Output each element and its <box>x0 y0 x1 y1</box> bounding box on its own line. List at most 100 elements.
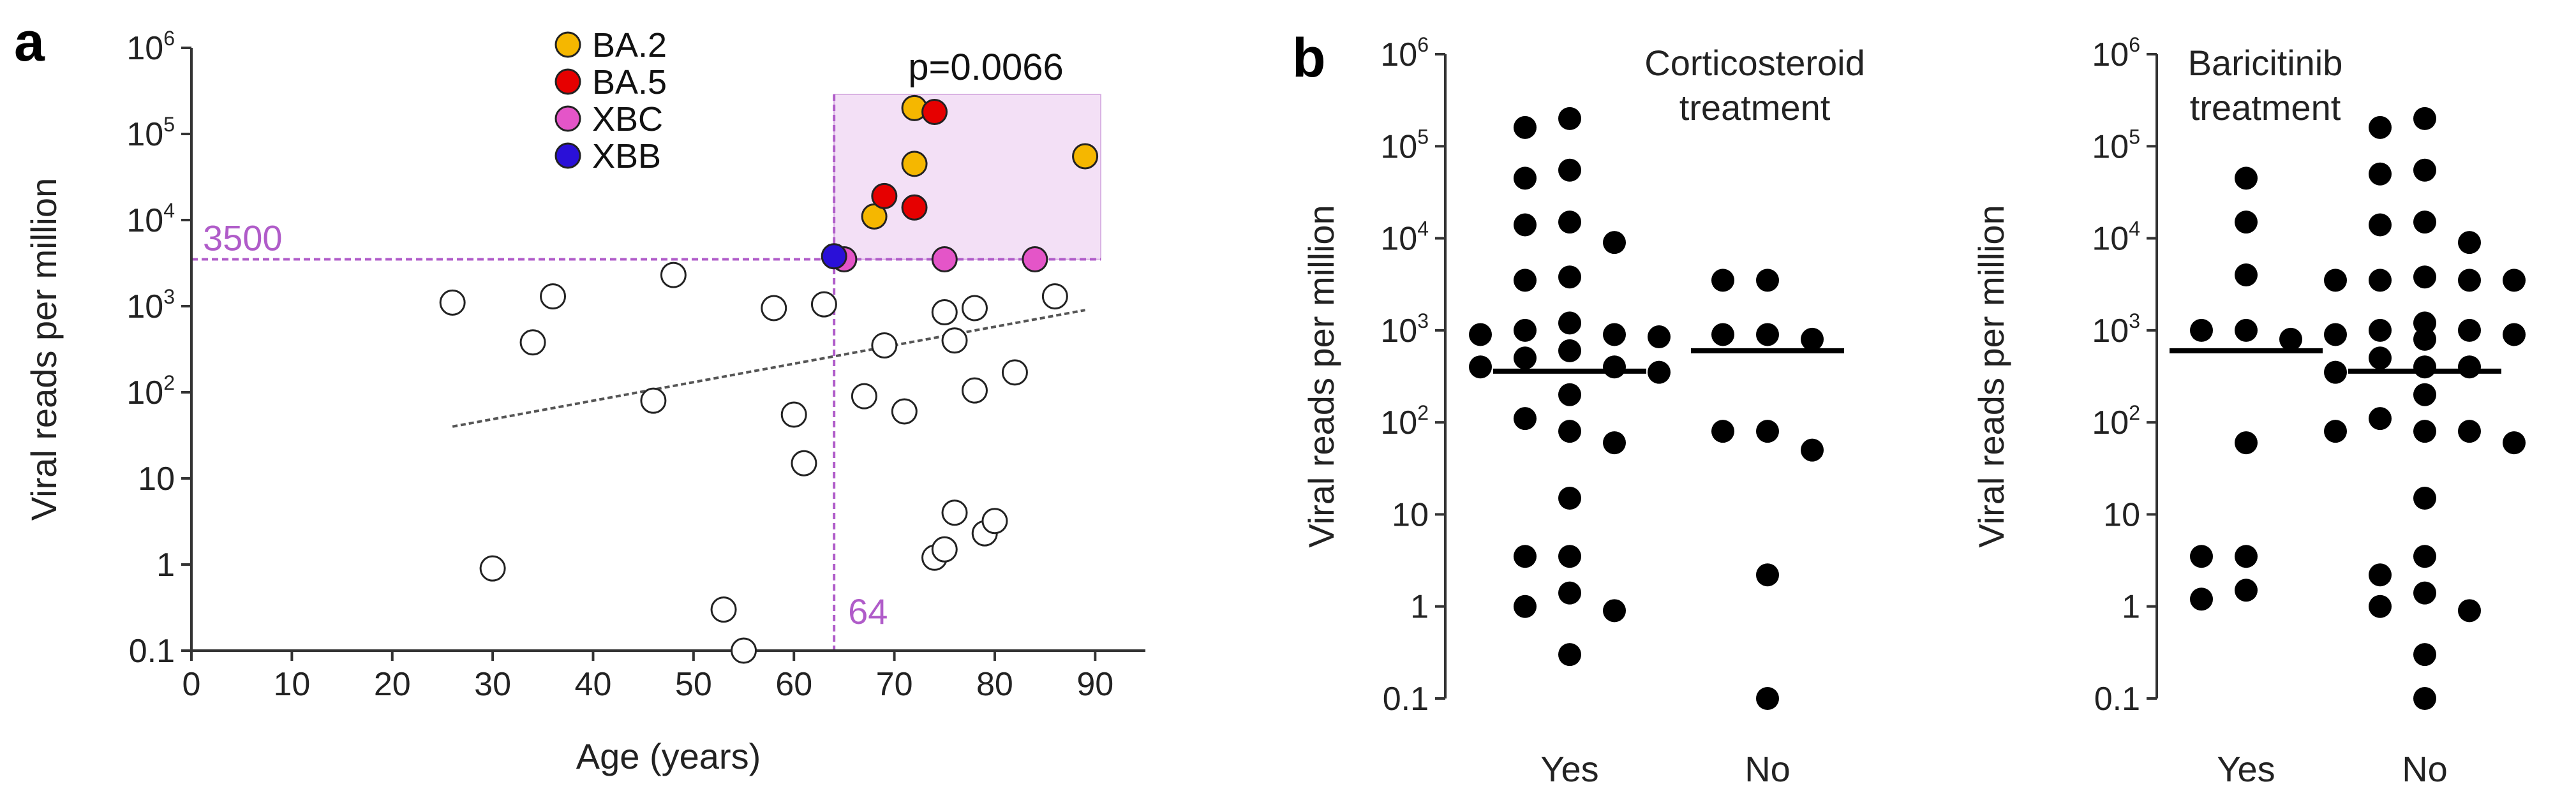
data-point <box>2503 269 2526 292</box>
data-point <box>2413 545 2436 568</box>
data-point <box>2413 383 2436 406</box>
tick-label: 105 <box>126 113 175 153</box>
data-point <box>2190 545 2213 568</box>
legend-label: XBC <box>592 100 663 138</box>
data-point <box>2324 360 2347 384</box>
axes: 0 10 20 30 40 50 60 70 80 90 0.1 1 10 102 103 104 105 106 <box>126 27 1145 703</box>
data-point <box>2458 318 2481 342</box>
data-point <box>1603 323 1626 346</box>
point-ba2 <box>1072 143 1099 170</box>
data-point <box>2413 581 2436 605</box>
chart-title-line-1: Baricitinib <box>2188 43 2343 83</box>
point-other <box>439 289 466 316</box>
point-ba5 <box>871 182 898 209</box>
data-point <box>1514 407 1537 431</box>
tick-label: 104 <box>126 199 175 239</box>
point-other <box>791 450 817 476</box>
point-other <box>519 329 546 356</box>
x-tick-label: 10 <box>273 666 310 703</box>
data-point <box>2413 311 2436 335</box>
data-point <box>2458 420 2481 443</box>
data-point <box>1558 265 1581 289</box>
tick-label: 106 <box>126 27 175 67</box>
data-point <box>1558 339 1581 362</box>
threshold-region <box>833 94 1101 260</box>
data-point <box>2324 420 2347 443</box>
data-point <box>1514 115 1537 139</box>
data-point <box>1711 420 1734 443</box>
x-tick-label: 0 <box>182 666 201 703</box>
x-tick-label: 90 <box>1076 666 1113 703</box>
x-tick-label: 80 <box>976 666 1013 703</box>
data-point <box>2369 115 2392 139</box>
panel-a-scatter: 3500 64 p=0.0066 0 10 20 30 40 50 60 70 80 90 0.1 1… <box>24 26 1145 776</box>
legend-marker <box>555 105 581 132</box>
chart-title-line-1: Corticosteroid <box>1644 43 1865 83</box>
tick-label: 0.1 <box>2094 681 2140 718</box>
data-point <box>2458 355 2481 379</box>
point-other <box>761 295 787 321</box>
point-other <box>931 536 958 563</box>
x-axis-title: Age (years) <box>576 736 761 776</box>
data-point <box>2235 166 2258 190</box>
legend-marker <box>555 68 581 95</box>
data-point <box>1711 269 1734 292</box>
data-point <box>1514 213 1537 237</box>
legend-marker <box>555 142 581 169</box>
panel-letter-a: a <box>14 11 45 73</box>
axes: 0.1 1 10 102 103 104 105 106 Yes No <box>1380 33 1790 789</box>
data-point <box>1558 383 1581 406</box>
data-point <box>1756 687 1779 710</box>
panel-letter-b: b <box>1292 27 1326 89</box>
tick-label: 103 <box>1380 309 1429 350</box>
legend-label: BA.2 <box>592 26 667 64</box>
x-tick-label: 50 <box>675 666 712 703</box>
point-other <box>961 295 988 321</box>
data-point <box>2413 420 2436 443</box>
tick-label: 106 <box>2092 33 2140 73</box>
point-other <box>1001 359 1028 386</box>
legend-label: XBB <box>592 137 661 175</box>
data-point <box>1801 327 1824 351</box>
data-points <box>1469 107 1844 710</box>
data-points <box>439 94 1099 664</box>
data-point <box>1514 545 1537 568</box>
tick-label: 102 <box>2092 401 2140 441</box>
point-other <box>941 327 968 354</box>
point-other <box>891 398 918 425</box>
point-other <box>780 401 807 428</box>
x-tick-label: 70 <box>876 666 913 703</box>
data-point <box>1603 355 1626 379</box>
x-tick-label: Yes <box>1540 749 1598 789</box>
point-other <box>810 291 837 318</box>
data-point <box>1603 431 1626 455</box>
data-point <box>1469 323 1492 346</box>
point-xbc <box>1022 246 1048 273</box>
tick-label: 104 <box>2092 218 2140 258</box>
point-other <box>660 262 687 288</box>
y-axis-title: Viral reads per million <box>24 178 64 521</box>
data-point <box>2413 687 2436 710</box>
tick-label: 1 <box>1410 589 1429 626</box>
point-other <box>640 387 667 414</box>
data-point <box>1558 643 1581 667</box>
chart-title-line-2: treatment <box>2190 87 2341 128</box>
legend-marker <box>555 31 581 58</box>
data-point <box>1558 311 1581 335</box>
data-point <box>1558 420 1581 443</box>
x-tick-label: No <box>1745 749 1791 789</box>
y-axis-title: Viral reads per million <box>1301 205 1341 547</box>
tick-label: 102 <box>1380 401 1429 441</box>
data-point <box>1514 318 1537 342</box>
data-point <box>1648 325 1671 349</box>
data-point <box>2369 162 2392 186</box>
x-tick-label: Yes <box>2217 749 2275 789</box>
data-point <box>1514 166 1537 190</box>
data-point <box>1603 231 1626 255</box>
data-point <box>2235 545 2258 568</box>
tick-label: 104 <box>1380 218 1429 258</box>
data-point <box>1514 346 1537 370</box>
tick-label: 10 <box>1392 496 1429 533</box>
